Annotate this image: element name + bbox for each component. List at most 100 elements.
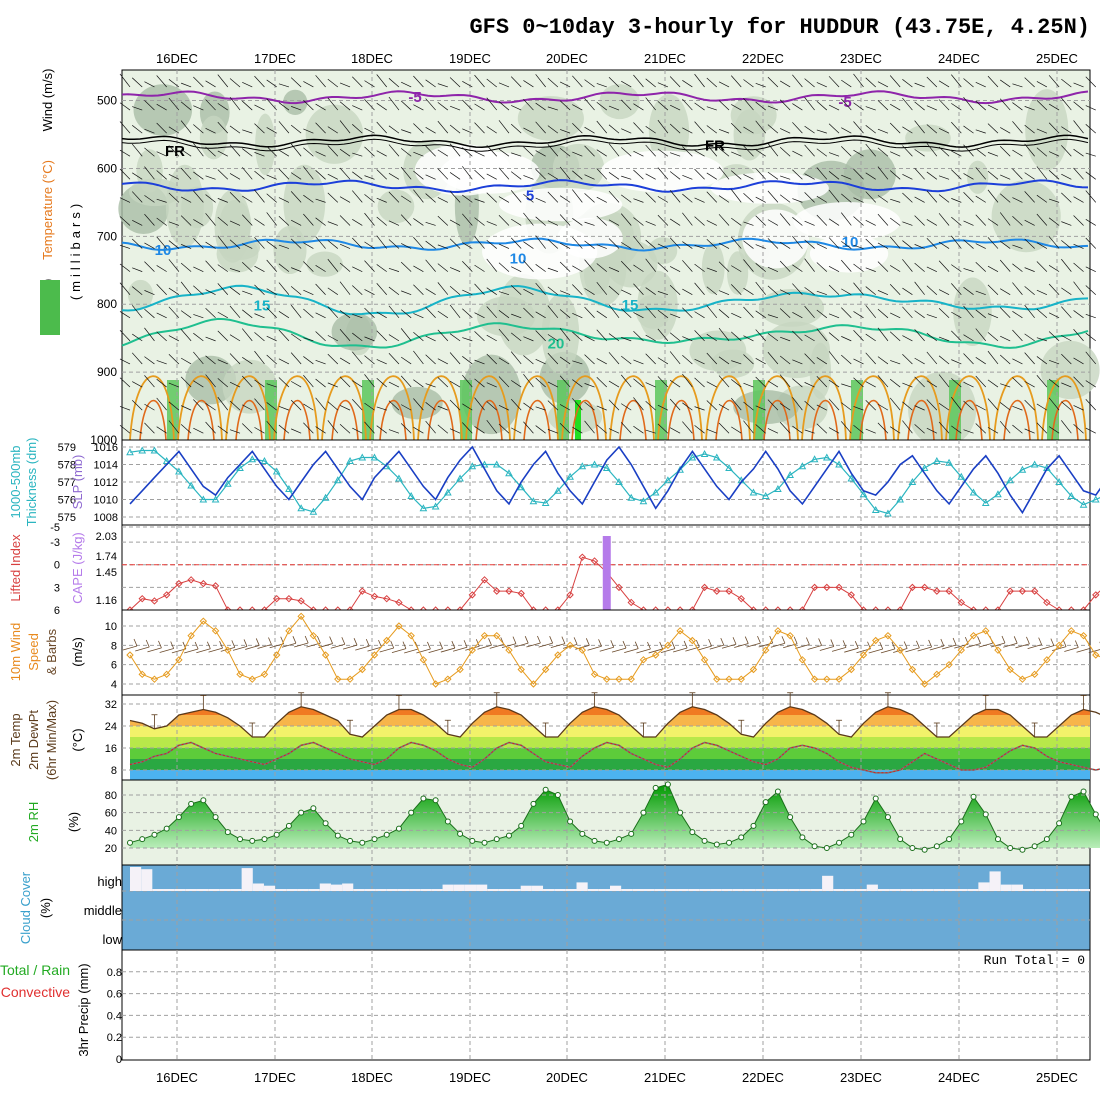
rh-tick: 60 [105, 808, 117, 820]
rh-line-point [677, 809, 684, 816]
wind-barb [229, 239, 241, 249]
wind-barb [156, 426, 167, 434]
cloud-level-label: low [102, 932, 122, 947]
wind-barb [682, 402, 693, 411]
wind-barb [963, 429, 974, 434]
wind-barb-tick [634, 641, 639, 649]
wind-barb-tick [231, 640, 236, 648]
wind-barb [400, 356, 412, 365]
wind-barb [486, 258, 498, 272]
wind-barb [877, 81, 889, 88]
wind-barb [474, 122, 485, 134]
wind-barb [645, 239, 656, 249]
rh-line-point [591, 837, 598, 844]
wind-barb [620, 308, 632, 319]
wind-speed-line-point [933, 670, 941, 679]
wind-barb [379, 647, 394, 653]
rh-unit: (%) [66, 812, 81, 832]
wind-barb [511, 266, 522, 272]
wind-barb-tick [206, 641, 211, 649]
wind-barb [291, 106, 302, 111]
wind-barb [865, 219, 876, 226]
wind-barb [315, 265, 326, 272]
lifted-index-line-point [383, 594, 391, 603]
wind-barb [229, 173, 241, 180]
wind-barb [816, 243, 827, 249]
wind-barb [853, 102, 864, 111]
date-label-top: 17DEC [254, 51, 296, 66]
rh-line-point [787, 814, 794, 821]
wind-barb [779, 80, 791, 88]
thickness-line-point [1091, 495, 1100, 503]
date-label-bottom: 17DEC [254, 1070, 296, 1085]
wind-speed-line-point [248, 675, 256, 683]
wind-barb [290, 333, 302, 342]
wind-barb [535, 358, 546, 365]
wind-barb-tick [353, 638, 358, 646]
wind-barb [706, 238, 718, 249]
wind-barb [926, 380, 938, 388]
thickness-line-point [725, 463, 733, 471]
wind-barb [156, 217, 167, 226]
wind-barb [963, 305, 974, 319]
cloud-high-bar [721, 889, 733, 891]
wind-barb [168, 240, 180, 249]
wind-barb [731, 312, 742, 319]
wind-barb [1036, 374, 1048, 388]
wind-barb [290, 352, 302, 365]
rh-line-point [1080, 788, 1087, 795]
wind-barb [339, 82, 351, 88]
wind-barb [376, 74, 387, 88]
wind-barb [242, 357, 253, 365]
isotherm-25 [849, 375, 895, 441]
wind-barb [694, 121, 705, 134]
wind-barb [853, 263, 864, 272]
wind-barb [682, 80, 693, 88]
wind-barb [963, 191, 974, 203]
wind-barb [804, 192, 815, 203]
cloud-high-bar [710, 889, 722, 891]
wind-barb [1085, 380, 1096, 388]
wind-barb [180, 196, 192, 203]
wind-barb [229, 353, 241, 365]
wind-barb [767, 399, 779, 411]
wind-barb [132, 286, 143, 295]
wind-barb [1048, 151, 1060, 157]
wind-barb [1048, 122, 1060, 134]
wind-barb [376, 235, 388, 249]
wind-barb [682, 421, 693, 434]
cape-bar [602, 536, 611, 610]
wind-barb [633, 283, 644, 295]
wind-barb [1073, 196, 1084, 203]
lifted-index-line-point [810, 583, 819, 592]
cloud-high-bar [476, 884, 488, 891]
lifted-index-line-point [395, 598, 403, 607]
thickness-line-point [187, 481, 195, 489]
wind-speed-line-point [1006, 665, 1014, 674]
wind-speed-line-point [688, 636, 697, 645]
wind-barb [572, 236, 583, 249]
wind-barb [718, 356, 730, 365]
wind-barb [889, 378, 901, 388]
wind-barb [376, 169, 387, 180]
date-label-bottom: 19DEC [449, 1070, 491, 1085]
wind-barb [498, 376, 510, 388]
wind-speed-line-point [383, 636, 391, 645]
isotherm-25 [945, 375, 991, 441]
wind-speed-line-point [774, 627, 782, 635]
wind-barb [889, 217, 901, 226]
temp-band [130, 770, 1090, 780]
wind-barb [486, 173, 497, 180]
wind-barb [266, 420, 277, 434]
wind-barb [501, 643, 517, 649]
isotherm-30 [475, 399, 503, 441]
wind-barb [865, 428, 876, 434]
wind-barb [792, 425, 803, 434]
wind-barb [840, 212, 852, 226]
cloud-high-bar [386, 889, 398, 891]
wind-barb [449, 143, 461, 157]
rh-line-point [347, 837, 354, 844]
wind-barb [266, 240, 277, 249]
wind-barb [180, 329, 192, 342]
wind-barb [694, 282, 705, 295]
